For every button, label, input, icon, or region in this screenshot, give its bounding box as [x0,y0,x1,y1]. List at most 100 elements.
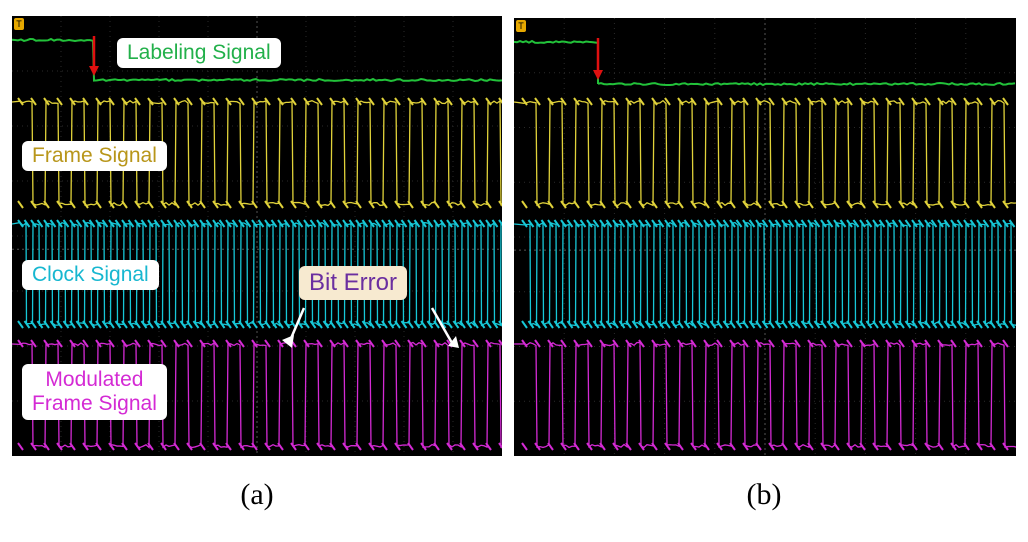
clock-signal-trace-tick [880,220,885,227]
frame-signal-trace-tick [522,98,527,105]
clock-signal-trace-tick [337,220,342,227]
clock-signal-trace-tick [343,321,348,328]
clock-signal-trace-tick [522,321,527,328]
modulated-frame-signal-trace-tick [382,443,387,450]
clock-signal-trace-tick [529,220,534,227]
trigger-arrow-head [593,70,603,80]
modulated-frame-signal-trace-tick [522,443,527,450]
clock-signal-trace-tick [421,321,426,328]
frame-signal-trace-tick [522,201,527,208]
clock-signal-trace-tick [743,321,748,328]
clock-signal-trace-tick [181,220,186,227]
clock-signal-trace-tick [587,321,592,328]
trigger-marker-icon: T [516,20,526,32]
clock-signal-trace-tick [938,321,943,328]
clock-signal-trace-tick [776,220,781,227]
clock-signal-trace-tick [220,220,225,227]
clock-signal-trace-tick [873,321,878,328]
clock-signal-trace-tick [646,220,651,227]
scope-traces-b [514,18,1016,456]
clock-signal-trace-tick [272,220,277,227]
clock-signal-trace-tick [174,321,179,328]
clock-signal-trace-tick [395,321,400,328]
trigger-marker-icon: T [14,18,24,30]
clock-signal-trace-tick [769,321,774,328]
frame-signal-trace-tick [356,201,361,208]
clock-signal-trace-tick [756,321,761,328]
modulated-frame-signal-trace-tick [912,443,917,450]
modulated-frame-signal-trace-tick [782,443,787,450]
frame-signal-trace-tick [834,201,839,208]
caption-b: (b) [724,478,804,512]
frame-signal-trace-tick [678,201,683,208]
bit-error-arrow-left-head [282,335,294,348]
frame-signal-trace-tick [278,201,283,208]
clock-signal-trace-tick [408,321,413,328]
modulated-frame-signal-trace-tick [18,443,23,450]
clock-signal-trace-tick [480,220,485,227]
clock-signal-trace-tick [83,321,88,328]
modulated-frame-signal-trace-tick [548,443,553,450]
frame-signal-trace-tick [730,201,735,208]
modulated-label-line2: Frame Signal [32,392,157,416]
labeling-signal-label: Labeling Signal [117,38,281,68]
modulated-frame-signal-label: Modulated Frame Signal [22,364,167,420]
clock-signal-trace-tick [958,220,963,227]
clock-signal-trace-tick [750,220,755,227]
modulated-frame-signal-trace-tick [408,443,413,450]
modulated-frame-signal-trace-tick [174,443,179,450]
clock-signal-trace-tick [194,220,199,227]
clock-signal-trace-tick [239,321,244,328]
bit-error-label: Bit Error [299,266,407,300]
clock-signal-trace-tick [561,321,566,328]
clock-signal-trace-tick [665,321,670,328]
clock-signal-trace-tick [763,220,768,227]
clock-signal-trace-tick [854,220,859,227]
frame-signal-trace-tick [434,201,439,208]
modulated-label-line1: Modulated [32,368,157,392]
clock-signal-trace-tick [522,220,527,227]
clock-signal-trace-tick [18,321,23,328]
clock-signal-trace-tick [802,220,807,227]
clock-signal-trace-tick [782,321,787,328]
modulated-frame-signal-trace-tick [200,443,205,450]
modulated-frame-signal-trace-tick [756,443,761,450]
modulated-frame-signal-trace-tick [834,443,839,450]
modulated-frame-signal-trace-tick [96,443,101,450]
modulated-frame-signal-trace-tick [434,443,439,450]
clock-signal-trace-tick [38,220,43,227]
clock-signal-trace-tick [828,220,833,227]
oscilloscope-panel-a: T Labeling Signal Frame Signal Clock Sig… [12,16,502,456]
modulated-frame-signal-trace-tick [938,443,943,450]
frame-signal-trace-tick [148,201,153,208]
clock-signal-trace-tick [568,220,573,227]
clock-signal-trace-tick [574,321,579,328]
clock-signal-trace-tick [620,220,625,227]
modulated-frame-signal-trace-tick [652,443,657,450]
clock-signal-trace-tick [951,321,956,328]
clock-signal-trace-tick [18,220,23,227]
clock-signal-trace-tick [847,321,852,328]
modulated-frame-signal-trace-tick [304,443,309,450]
clock-signal-trace-tick [77,220,82,227]
clock-signal-trace-tick [486,321,491,328]
frame-signal-trace-tick [460,201,465,208]
clock-signal-trace-tick [698,220,703,227]
clock-signal-trace-tick [730,321,735,328]
clock-signal-label: Clock Signal [22,260,159,290]
clock-signal-trace-tick [31,321,36,328]
clock-signal-trace-tick [737,220,742,227]
clock-signal-trace-tick [581,220,586,227]
clock-signal-trace-tick [990,321,995,328]
modulated-frame-signal-trace-tick [356,443,361,450]
clock-signal-trace-tick [548,321,553,328]
clock-signal-trace-tick [330,321,335,328]
clock-signal-trace-tick [376,220,381,227]
clock-signal-trace-tick [434,321,439,328]
frame-signal-trace-tick [96,201,101,208]
oscilloscope-panel-b: T [514,18,1016,456]
clock-signal-trace-tick [265,321,270,328]
clock-signal-trace-tick [724,220,729,227]
frame-signal-label: Frame Signal [22,141,167,171]
caption-a: (a) [217,478,297,512]
